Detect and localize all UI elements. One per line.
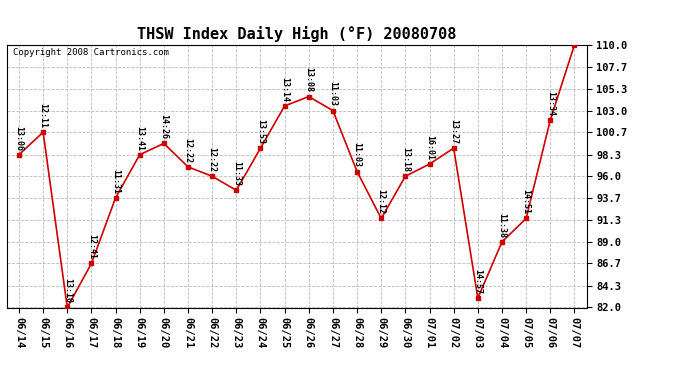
Text: 13:53: 13:53 xyxy=(256,119,265,144)
Text: 13:27: 13:27 xyxy=(449,119,458,144)
Text: 14:57: 14:57 xyxy=(473,269,482,294)
Text: 13:14: 13:14 xyxy=(280,77,289,102)
Text: 14:51: 14:51 xyxy=(522,189,531,214)
Text: 11:03: 11:03 xyxy=(353,142,362,167)
Text: Copyright 2008 Cartronics.com: Copyright 2008 Cartronics.com xyxy=(12,48,168,57)
Text: 12:41: 12:41 xyxy=(87,234,96,259)
Text: 11:38: 11:38 xyxy=(497,213,506,238)
Text: 13:10: 13:10 xyxy=(63,278,72,303)
Text: 12:12: 12:12 xyxy=(377,189,386,214)
Text: 13:18: 13:18 xyxy=(401,147,410,172)
Text: 11:31: 11:31 xyxy=(111,169,120,194)
Text: 11:33: 11:33 xyxy=(232,161,241,186)
Text: 13:41: 13:41 xyxy=(135,126,144,150)
Text: 13:34: 13:34 xyxy=(546,91,555,116)
Text: 12:22: 12:22 xyxy=(208,147,217,172)
Title: THSW Index Daily High (°F) 20080708: THSW Index Daily High (°F) 20080708 xyxy=(137,27,456,42)
Text: 14:26: 14:26 xyxy=(159,114,168,139)
Text: 13:08: 13:08 xyxy=(304,68,313,92)
Text: 12:11: 12:11 xyxy=(39,103,48,128)
Text: 16:01: 16:01 xyxy=(425,135,434,160)
Text: 12:22: 12:22 xyxy=(184,138,193,163)
Text: 13:06: 13:06 xyxy=(14,126,23,150)
Text: 11:03: 11:03 xyxy=(328,81,337,106)
